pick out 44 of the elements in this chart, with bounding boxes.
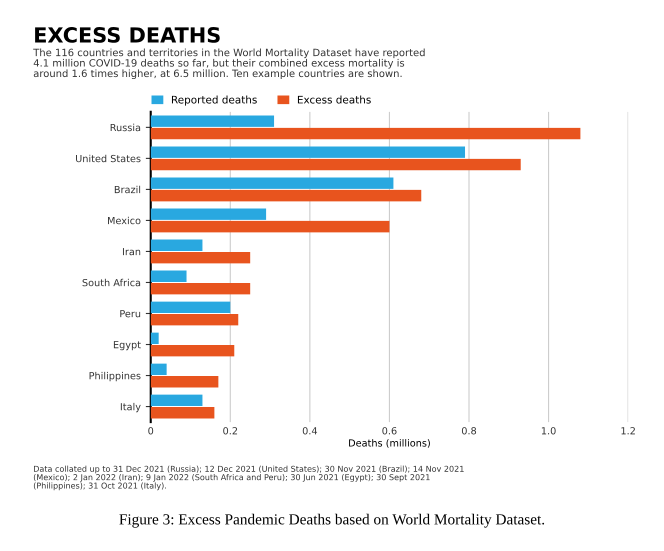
y-tick-label: Brazil xyxy=(114,186,140,194)
x-tick-label: 0 xyxy=(148,427,154,434)
bar xyxy=(150,407,214,418)
x-tick-label: 1.0 xyxy=(542,427,556,434)
bar xyxy=(150,158,521,170)
legend-label: Reported deaths xyxy=(172,96,257,106)
y-tick-label: United States xyxy=(76,154,141,162)
bar xyxy=(150,146,466,158)
bar xyxy=(150,394,202,406)
bar xyxy=(150,270,187,282)
legend-label: Excess deaths xyxy=(298,96,371,104)
caption: Figure 3: Excess Pandemic Deaths based on World Mortality Dataset. xyxy=(119,514,544,528)
x-tick-label: 0.8 xyxy=(462,427,476,434)
bar xyxy=(150,376,218,388)
y-tick-label: Egypt xyxy=(114,341,141,350)
bar xyxy=(150,115,274,127)
bar xyxy=(150,314,238,326)
y-tick-label: Mexico xyxy=(108,216,140,224)
bar xyxy=(150,302,230,313)
x-tick-label: 0.4 xyxy=(302,427,318,434)
bar xyxy=(150,345,234,356)
y-tick-label: Iran xyxy=(122,248,140,256)
bar xyxy=(150,177,394,189)
y-tick-label: Russia xyxy=(110,124,140,132)
bar xyxy=(150,332,159,344)
bar xyxy=(150,252,250,264)
bar xyxy=(150,220,390,232)
x-tick-label: 1.2 xyxy=(621,427,635,434)
bar xyxy=(150,282,250,294)
x-tick-label: 0.2 xyxy=(223,427,238,434)
x-tick-label: 0.6 xyxy=(382,427,397,434)
chart-title: EXCESS DEATHS xyxy=(35,27,220,43)
text: Data collated up to 31 Dec 2021 (Russia); 12 Dec 2021 (United States); 30 Nov 2021 (Brazil); 14 Nov 2021 (Mexico); 2 Jan 2022 (Iran); 9 Jan 2022 (South Africa and Peru); 30 Jun 2021 (Egypt); 30 Sept 2021 (Philippines); 31 Oct 2021 (Italy). xyxy=(34,466,464,490)
x-axis-title: Deaths (millions) xyxy=(349,439,430,448)
bar xyxy=(150,208,266,220)
y-tick-label: Philippines xyxy=(90,372,141,382)
chart-subtitle: The 116 countries and territories in the World Mortality Dataset have reported 4.1 million COVID-19 deaths so far, but their combined excess mortality is around 1.6 times higher, at 6.5 million. Ten example countries are shown. xyxy=(33,48,425,80)
y-tick-label: South Africa xyxy=(82,278,140,286)
bar xyxy=(150,364,167,376)
bar xyxy=(150,128,580,140)
y-tick-label: Italy xyxy=(120,402,141,412)
bar xyxy=(150,190,422,202)
bar xyxy=(150,240,202,251)
y-tick-label: Peru xyxy=(120,310,140,318)
